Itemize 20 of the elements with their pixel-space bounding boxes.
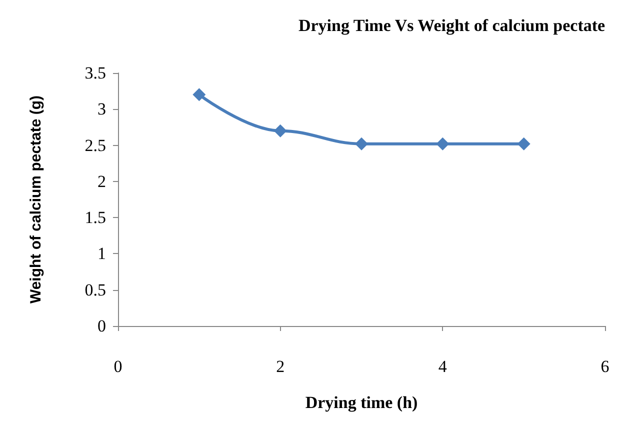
x-axis-title: Drying time (h) <box>305 393 418 412</box>
y-tick-label: 1.5 <box>84 208 106 228</box>
point <box>274 124 287 138</box>
x-tick-label: 6 <box>600 357 610 376</box>
x-tick-label: 4 <box>438 357 448 376</box>
x-tick-label: 2 <box>276 357 285 376</box>
y-tick-label: 3 <box>98 100 106 119</box>
y-tick-label: 0.5 <box>84 280 106 300</box>
chart-title: Drying Time Vs Weight of calcium pectate <box>298 16 606 35</box>
y-tick-label: 0 <box>98 316 106 336</box>
point <box>355 137 368 150</box>
y-tick-label: 1 <box>98 244 106 264</box>
point <box>436 137 450 150</box>
y-tick-label: 2.5 <box>84 136 106 155</box>
point <box>192 88 206 102</box>
y-axis-title: Weight of calcium pectate (g) <box>28 95 44 304</box>
y-tick-label: 3.5 <box>84 64 106 82</box>
point <box>517 137 530 150</box>
y-tick-label: 2 <box>98 172 106 191</box>
x-tick-label: 0 <box>114 357 122 376</box>
